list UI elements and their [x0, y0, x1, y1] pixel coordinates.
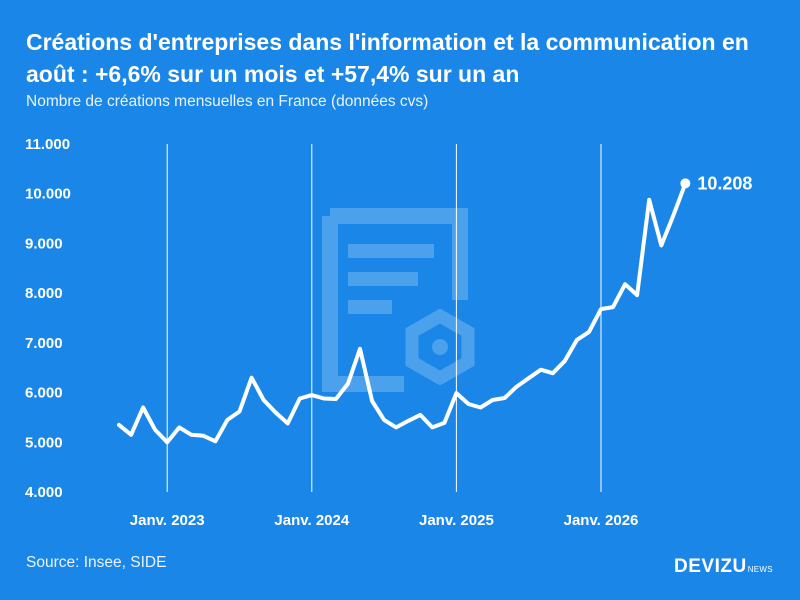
series-line: 10.208 [117, 173, 752, 445]
chart-subtitle: Nombre de créations mensuelles en France… [26, 93, 429, 110]
brand-name: DEVIZU [674, 556, 747, 577]
y-tick-label: 10.000 [25, 186, 71, 203]
last-value-label: 10.208 [697, 173, 752, 193]
x-axis: Janv. 2023 Janv. 2024 Janv. 2025 Janv. 2026 [130, 512, 639, 529]
last-point-marker [680, 178, 691, 189]
vertical-gridlines [166, 144, 602, 492]
y-tick-label: 4.000 [25, 484, 63, 501]
y-tick-label: 8.000 [25, 285, 63, 302]
y-tick-label: 7.000 [25, 335, 63, 352]
document-hexagon-icon [322, 208, 475, 392]
y-tick-label: 6.000 [25, 385, 63, 402]
brand-sub: NEWS [747, 565, 773, 574]
y-axis: 4.000 5.000 6.000 7.000 8.000 9.000 10.000 11.0… [25, 136, 71, 501]
y-tick-label: 5.000 [25, 434, 63, 451]
brand-logo: DEVIZUNEWS [674, 556, 773, 578]
y-tick-label: 9.000 [25, 235, 63, 252]
chart-title: Créations d'entreprises dans l'informati… [26, 29, 749, 87]
x-tick-label: Janv. 2023 [130, 512, 205, 529]
source-note: Source: Insee, SIDE [26, 554, 167, 571]
x-tick-label: Janv. 2025 [419, 512, 494, 529]
y-tick-label: 11.000 [25, 136, 70, 153]
x-tick-label: Janv. 2026 [564, 512, 639, 529]
x-tick-label: Janv. 2024 [274, 512, 349, 529]
data-line [117, 181, 688, 445]
